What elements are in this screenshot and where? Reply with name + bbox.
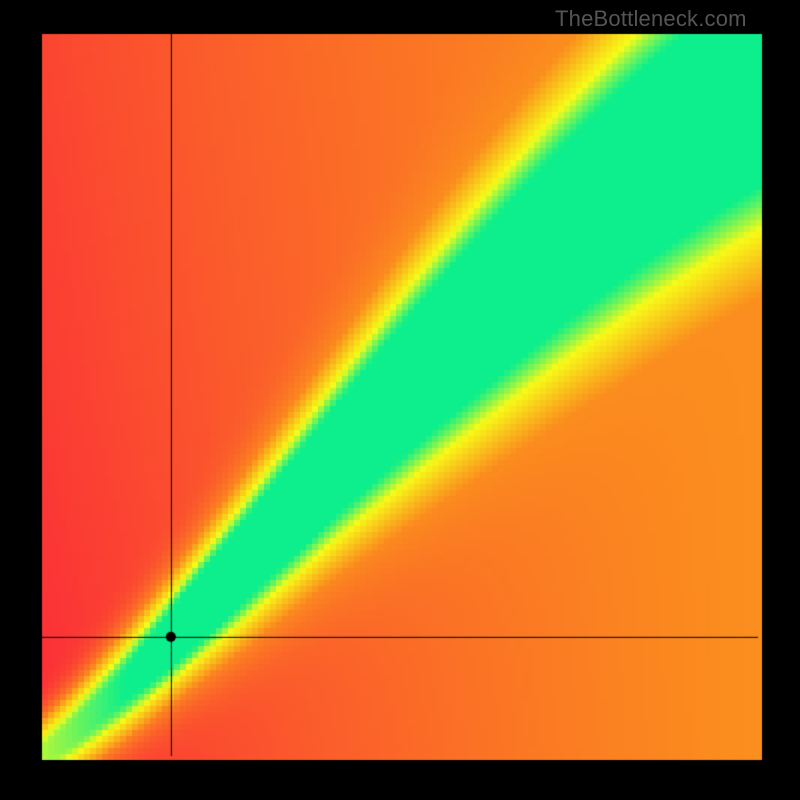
chart-container: TheBottleneck.com: [0, 0, 800, 800]
heatmap-canvas: [0, 0, 800, 800]
watermark-text: TheBottleneck.com: [555, 6, 747, 32]
